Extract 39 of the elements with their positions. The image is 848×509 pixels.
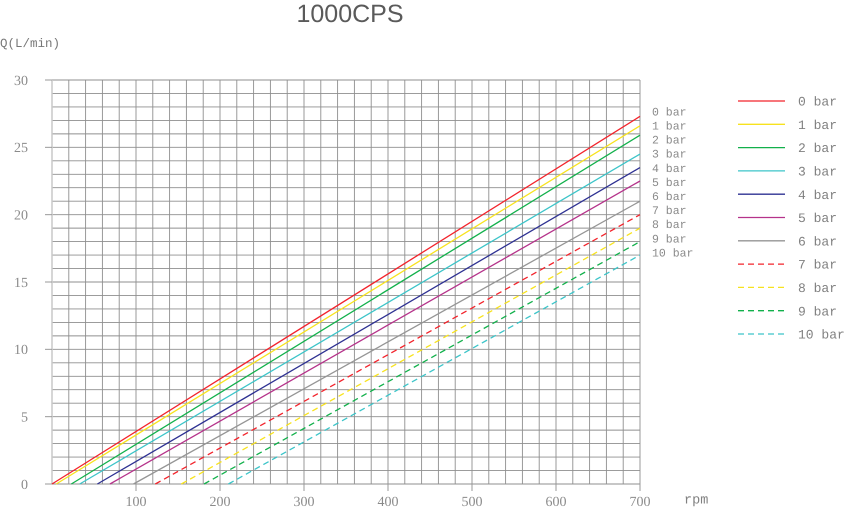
legend-label: 4 bar bbox=[798, 188, 838, 203]
text: 2 bar bbox=[652, 134, 687, 148]
text: 10 bar bbox=[652, 247, 694, 260]
y-tick-label: 0 bbox=[21, 478, 28, 493]
x-tick-label: 400 bbox=[378, 494, 398, 509]
legend-label: 0 bar bbox=[798, 94, 838, 110]
text: 9 bar bbox=[652, 233, 687, 246]
x-tick-label: 100 bbox=[126, 494, 146, 509]
text: 5 bar bbox=[652, 176, 687, 190]
x-tick-label: 300 bbox=[294, 494, 314, 509]
legend-label: 7 bar bbox=[798, 258, 838, 273]
text: 8 bar bbox=[652, 219, 687, 232]
text: 6 bar bbox=[652, 190, 687, 204]
legend-label: 3 bar bbox=[798, 164, 838, 180]
y-tick-label: 5 bbox=[21, 410, 28, 426]
legend-label: 9 bar bbox=[798, 304, 838, 320]
x-tick-label: 500 bbox=[462, 494, 482, 509]
legend-label: 2 bar bbox=[798, 141, 838, 156]
legend-label: 10 bar bbox=[798, 328, 845, 343]
x-tick-label: 600 bbox=[546, 494, 566, 509]
text: 3 bar bbox=[652, 148, 687, 162]
text: 1 bar bbox=[652, 120, 687, 134]
text: 0 bar bbox=[652, 106, 687, 120]
legend-label: 5 bar bbox=[798, 211, 838, 226]
y-tick-label: 25 bbox=[14, 141, 28, 156]
x-tick-label: 200 bbox=[210, 494, 230, 509]
x-axis-title: rpm bbox=[684, 494, 708, 509]
legend-label: 6 bar bbox=[798, 234, 838, 250]
legend-label: 8 bar bbox=[798, 280, 838, 296]
y-tick-label: 30 bbox=[14, 74, 28, 89]
y-axis-title: Q(L/min) bbox=[0, 37, 60, 51]
y-tick-label: 15 bbox=[14, 276, 28, 291]
text: 7 bar bbox=[652, 205, 687, 218]
legend-label: 1 bar bbox=[798, 118, 838, 133]
x-tick-label: 700 bbox=[630, 494, 650, 509]
chart-title: 1000CPS bbox=[296, 0, 404, 28]
y-tick-label: 20 bbox=[14, 208, 28, 224]
text: 4 bar bbox=[652, 162, 687, 176]
y-tick-label: 10 bbox=[14, 343, 28, 358]
